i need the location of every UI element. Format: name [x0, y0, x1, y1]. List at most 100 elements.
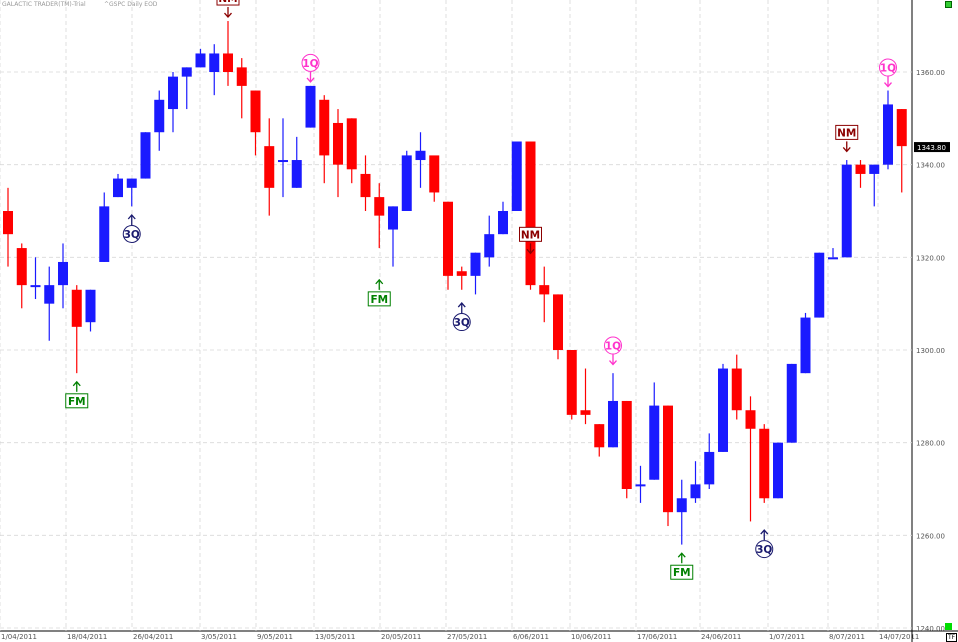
candle[interactable]	[250, 90, 261, 156]
signal-label: 1Q	[302, 58, 318, 70]
candle[interactable]	[209, 44, 220, 96]
signal-marker-fm[interactable]: FM	[367, 278, 391, 307]
candle[interactable]	[291, 136, 302, 188]
candle[interactable]	[154, 90, 165, 151]
candle[interactable]	[401, 150, 412, 211]
candle[interactable]	[113, 173, 123, 198]
candle-body	[319, 99, 330, 156]
candle-body	[828, 257, 838, 260]
candle-body	[209, 53, 220, 72]
candle[interactable]	[800, 312, 811, 374]
candle[interactable]	[649, 382, 660, 480]
candle[interactable]	[883, 90, 893, 170]
candle[interactable]	[305, 85, 316, 128]
candle[interactable]	[278, 118, 288, 198]
signal-marker-1q[interactable]: 1Q	[604, 336, 622, 366]
candle[interactable]	[126, 178, 137, 207]
candle[interactable]	[44, 266, 55, 341]
candle[interactable]	[773, 442, 783, 499]
signal-marker-nm[interactable]: NM	[519, 226, 542, 255]
candle[interactable]	[99, 192, 110, 262]
candle[interactable]	[690, 461, 701, 503]
signal-marker-3q[interactable]: 3Q	[755, 529, 774, 559]
candle[interactable]	[621, 400, 632, 499]
candle[interactable]	[30, 257, 41, 300]
candle[interactable]	[223, 21, 233, 86]
candle[interactable]	[759, 424, 770, 503]
candle[interactable]	[3, 187, 13, 267]
arrowhead	[760, 529, 769, 535]
candle[interactable]	[498, 201, 508, 235]
candle[interactable]	[168, 72, 178, 133]
candle[interactable]	[566, 350, 577, 420]
candle[interactable]	[814, 252, 825, 318]
x-tick-label: 17/06/2011	[637, 633, 677, 641]
signal-marker-1q[interactable]: 1Q	[879, 58, 897, 88]
candle[interactable]	[580, 368, 591, 425]
candle[interactable]	[539, 266, 550, 323]
candle[interactable]	[140, 132, 151, 179]
candle[interactable]	[786, 363, 797, 443]
candle-body	[896, 109, 907, 147]
candle[interactable]	[346, 118, 357, 184]
candle-body	[649, 405, 660, 480]
candle[interactable]	[869, 164, 880, 207]
candle[interactable]	[195, 48, 206, 68]
signal-marker-nm[interactable]: NM	[835, 124, 859, 153]
signal-box	[65, 393, 89, 409]
candle-body	[154, 99, 165, 133]
candle[interactable]	[456, 266, 467, 290]
candle[interactable]	[181, 67, 192, 110]
signal-marker-3q[interactable]: 3Q	[122, 214, 141, 243]
candle[interactable]	[470, 252, 481, 295]
candle[interactable]	[360, 155, 371, 211]
candle[interactable]	[415, 132, 426, 188]
candle[interactable]	[511, 141, 522, 212]
candle[interactable]	[594, 424, 605, 457]
candle[interactable]	[663, 405, 673, 527]
candle[interactable]	[745, 396, 756, 522]
candle[interactable]	[443, 201, 453, 290]
candle[interactable]	[676, 479, 687, 545]
signal-marker-1q[interactable]: 1Q	[301, 53, 320, 83]
scroll-marker-icon[interactable]	[945, 623, 952, 630]
candle[interactable]	[704, 433, 715, 489]
candle[interactable]	[718, 363, 728, 452]
candle[interactable]	[828, 248, 838, 260]
candle[interactable]	[374, 183, 385, 249]
signal-marker-nm[interactable]: NM	[216, 0, 240, 19]
candle[interactable]	[841, 160, 852, 258]
signal-label: 3Q	[756, 544, 772, 556]
candle[interactable]	[85, 289, 96, 332]
candle[interactable]	[264, 118, 275, 216]
candle[interactable]	[855, 160, 866, 188]
candle[interactable]	[429, 155, 440, 202]
candle[interactable]	[58, 243, 68, 309]
candle[interactable]	[525, 141, 536, 290]
expand-icon[interactable]	[945, 1, 952, 8]
candle[interactable]	[896, 109, 907, 193]
candle[interactable]	[16, 243, 27, 309]
signal-marker-3q[interactable]: 3Q	[452, 302, 471, 332]
signal-marker-fm[interactable]: FM	[670, 552, 694, 580]
candle[interactable]	[635, 465, 646, 503]
candle-body	[223, 53, 233, 72]
candle-body	[360, 173, 371, 198]
candle[interactable]	[236, 58, 247, 119]
candle[interactable]	[608, 373, 618, 448]
candle[interactable]	[731, 354, 742, 420]
candle-body	[388, 206, 398, 230]
signal-marker-fm[interactable]: FM	[65, 380, 89, 409]
candle[interactable]	[553, 294, 563, 360]
candle[interactable]	[319, 95, 330, 184]
candle[interactable]	[484, 215, 495, 267]
candle[interactable]	[333, 109, 343, 198]
candle-body	[85, 289, 96, 323]
candle[interactable]	[388, 206, 398, 267]
candle-body	[113, 178, 123, 198]
candle-body	[264, 146, 275, 188]
timeframe-button[interactable]: TF	[946, 633, 957, 642]
candle[interactable]	[71, 285, 82, 374]
signal-box	[835, 124, 859, 140]
